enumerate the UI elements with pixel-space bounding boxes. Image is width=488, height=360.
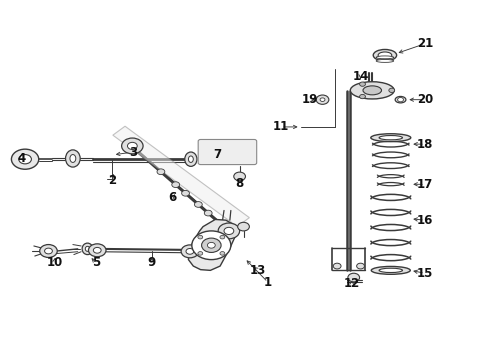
Circle shape — [122, 138, 143, 154]
Text: 18: 18 — [416, 138, 432, 150]
Text: 1: 1 — [264, 276, 271, 289]
Ellipse shape — [378, 135, 402, 140]
Text: 6: 6 — [168, 191, 176, 204]
Text: 14: 14 — [352, 69, 368, 82]
Text: 19: 19 — [302, 93, 318, 106]
Circle shape — [181, 245, 198, 258]
Circle shape — [224, 227, 233, 234]
Circle shape — [397, 98, 403, 102]
Ellipse shape — [375, 59, 393, 62]
Ellipse shape — [375, 56, 393, 59]
Circle shape — [157, 169, 164, 175]
Circle shape — [11, 149, 39, 169]
Text: 3: 3 — [129, 145, 137, 158]
Circle shape — [359, 94, 365, 99]
Circle shape — [191, 231, 230, 260]
Circle shape — [204, 210, 212, 216]
Circle shape — [93, 247, 101, 253]
Ellipse shape — [65, 150, 80, 167]
Circle shape — [207, 242, 215, 248]
Circle shape — [19, 154, 31, 164]
Ellipse shape — [206, 149, 212, 155]
Ellipse shape — [378, 268, 402, 273]
Ellipse shape — [394, 96, 405, 103]
Circle shape — [198, 252, 203, 255]
Ellipse shape — [85, 246, 89, 251]
Text: 15: 15 — [416, 267, 432, 280]
Circle shape — [220, 235, 224, 239]
Circle shape — [220, 252, 224, 255]
Circle shape — [320, 98, 325, 102]
Text: 12: 12 — [343, 278, 359, 291]
Text: 17: 17 — [416, 178, 432, 191]
Ellipse shape — [372, 49, 396, 61]
Text: 2: 2 — [107, 174, 116, 186]
Text: 5: 5 — [91, 256, 100, 269]
Ellipse shape — [202, 145, 216, 159]
Circle shape — [40, 244, 57, 257]
Text: 4: 4 — [17, 152, 25, 165]
Text: 16: 16 — [416, 214, 432, 227]
Text: 10: 10 — [46, 256, 62, 269]
Ellipse shape — [362, 86, 381, 95]
Circle shape — [185, 248, 193, 254]
Circle shape — [233, 172, 245, 181]
Circle shape — [181, 190, 189, 196]
Ellipse shape — [184, 152, 197, 166]
Text: 20: 20 — [416, 93, 432, 106]
Circle shape — [88, 244, 106, 257]
Text: 8: 8 — [235, 177, 243, 190]
Polygon shape — [188, 220, 234, 270]
Ellipse shape — [188, 156, 193, 162]
Circle shape — [127, 142, 137, 149]
Circle shape — [388, 88, 394, 93]
Circle shape — [218, 223, 239, 239]
Text: 9: 9 — [147, 256, 156, 269]
Ellipse shape — [370, 134, 410, 141]
Circle shape — [332, 263, 340, 269]
Text: 21: 21 — [416, 37, 432, 50]
Circle shape — [359, 82, 365, 86]
Text: 7: 7 — [213, 148, 221, 161]
Ellipse shape — [370, 266, 409, 274]
Circle shape — [194, 202, 202, 207]
Polygon shape — [113, 126, 249, 226]
Ellipse shape — [82, 243, 93, 255]
Ellipse shape — [349, 82, 393, 99]
Circle shape — [237, 222, 249, 231]
Circle shape — [198, 235, 203, 239]
Text: 13: 13 — [249, 264, 266, 277]
Text: 11: 11 — [272, 121, 288, 134]
FancyBboxPatch shape — [198, 139, 256, 165]
Circle shape — [201, 238, 221, 252]
Ellipse shape — [70, 154, 76, 162]
Ellipse shape — [377, 52, 391, 58]
Circle shape — [356, 263, 364, 269]
Circle shape — [347, 273, 359, 282]
Circle shape — [44, 248, 52, 254]
Circle shape — [316, 95, 328, 104]
Circle shape — [171, 182, 179, 188]
